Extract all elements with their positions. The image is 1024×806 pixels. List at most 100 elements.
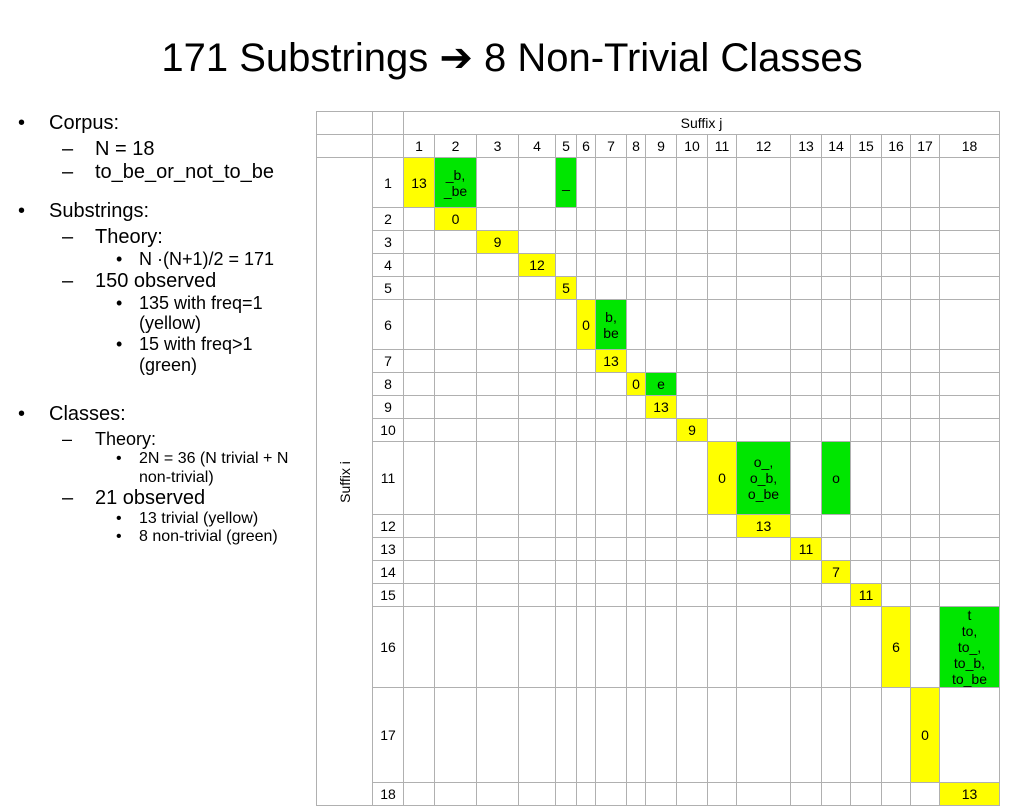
matrix-cell [790,606,822,688]
matrix-cell [821,349,851,373]
matrix-cell [476,349,519,373]
matrix-cell [403,782,435,806]
matrix-cell [434,372,477,396]
table-row: 4 12 [317,253,1000,277]
matrix-cell [707,606,737,688]
matrix-cell [881,157,911,208]
matrix-cell [518,207,556,231]
matrix-cell [595,207,627,231]
matrix-cell [626,560,646,584]
yellow-cell: 9 [676,418,708,442]
matrix-cell [821,782,851,806]
matrix-cell [939,157,1000,208]
matrix-cell [676,276,708,300]
matrix-cell [518,606,556,688]
col-label: 10 [676,134,708,158]
bullet-level-2: – Theory: [12,429,312,450]
bullet-text: Theory: [95,429,157,450]
matrix-cell [790,560,822,584]
matrix-cell [403,583,435,607]
matrix-cell [676,441,708,515]
matrix-cell [676,207,708,231]
yellow-cell: 5 [555,276,577,300]
matrix-cell [910,157,940,208]
matrix-cell [576,157,596,208]
matrix-cell [939,537,1000,561]
matrix-cell [403,606,435,688]
col-label: 6 [576,134,596,158]
yellow-cell: 13 [939,782,1000,806]
matrix-cell [434,395,477,419]
matrix-cell [790,514,822,538]
bullet-text: 13 trivial (yellow) [139,509,259,527]
row-label: 6 [372,299,404,350]
matrix-cell [821,537,851,561]
matrix-cell [595,441,627,515]
bullet-level-2: –21 observed [12,487,312,510]
matrix-cell [939,207,1000,231]
matrix-cell [707,207,737,231]
matrix-cell [910,349,940,373]
matrix-cell [518,687,556,783]
bullet-marker: • [18,403,26,426]
matrix-cell [707,418,737,442]
matrix-cell [645,514,677,538]
matrix-cell [881,560,911,584]
matrix-cell [939,299,1000,350]
matrix-cell [576,207,596,231]
matrix-cell [403,230,435,254]
matrix-cell [476,207,519,231]
table-row: 12 13 [317,514,1000,538]
row-header-wrap: Suffix i [318,461,372,503]
matrix-cell [476,782,519,806]
matrix-cell [939,230,1000,254]
matrix-cell [821,687,851,783]
matrix-cell [821,157,851,208]
matrix-cell [476,395,519,419]
table-row: 7 13 [317,349,1000,373]
bullet-marker: • [18,200,26,222]
bullet-text: 21 observed [95,486,206,509]
matrix-cell [476,276,519,300]
matrix-cell [576,606,596,688]
col-label: 9 [645,134,677,158]
matrix-cell [403,299,435,350]
matrix-cell [555,687,577,783]
matrix-cell [518,299,556,350]
col-label: 2 [434,134,477,158]
matrix-cell [790,687,822,783]
matrix-cell [626,299,646,350]
bullet-text: 135 with freq=1 (yellow) [139,292,263,334]
bullet-marker: – [62,486,74,509]
matrix-cell [939,372,1000,396]
matrix-cell [939,349,1000,373]
matrix-cell [881,372,911,396]
matrix-cell [676,782,708,806]
row-label: 8 [372,372,404,396]
matrix-cell [850,253,882,277]
table-row: 11 0 o_, o_b, o_be o [317,441,1000,515]
matrix-cell [576,687,596,783]
matrix-cell [821,207,851,231]
matrix-cell [850,606,882,688]
matrix-cell [555,782,577,806]
matrix-cell [595,395,627,419]
table-row: 6 0 b, be [317,299,1000,350]
matrix-cell [850,372,882,396]
matrix-cell [476,418,519,442]
col-label: 1 [403,134,435,158]
matrix-cell [939,441,1000,515]
bullet-marker: • [116,509,122,527]
matrix-cell [645,606,677,688]
row-label: 13 [372,537,404,561]
bullet-marker: • [116,334,123,355]
matrix-cell [790,441,822,515]
matrix-cell [518,537,556,561]
col-label: 12 [736,134,791,158]
matrix-cell [434,687,477,783]
matrix-cell [476,583,519,607]
table-row: 10 9 [317,418,1000,442]
suffix-matrix-table: Suffix j 1 2 3 4 5 6 7 8 9 10 11 12 13 14 15 16 17 18 Suffi… [316,111,1000,806]
matrix-cell [645,253,677,277]
row-label: 7 [372,349,404,373]
